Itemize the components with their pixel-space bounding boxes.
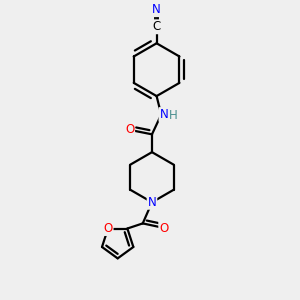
Text: N: N [152,3,161,16]
Text: N: N [148,196,156,209]
Text: O: O [159,221,169,235]
Text: H: H [169,109,178,122]
Text: O: O [103,222,112,235]
Text: C: C [152,20,161,33]
Text: N: N [160,108,168,121]
Text: O: O [125,123,134,136]
